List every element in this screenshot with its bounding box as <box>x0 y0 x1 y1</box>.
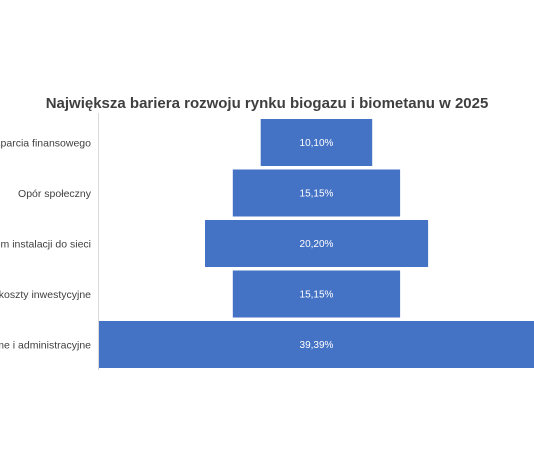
bars-group: 10,10% sparcia finansowego 15,15% Opór społ… <box>0 119 534 368</box>
bar <box>99 321 534 368</box>
category-label: me i administracyjne <box>0 340 91 352</box>
bar <box>205 220 429 267</box>
bar-value-label: 15,15% <box>300 189 334 200</box>
category-label: Opór społeczny <box>18 188 92 200</box>
bar-value-label: 20,20% <box>300 239 334 250</box>
bar-value-label: 39,39% <box>300 340 334 351</box>
category-label: sparcia finansowego <box>0 138 91 150</box>
bar-value-label: 10,10% <box>300 138 334 149</box>
chart-title: Największa bariera rozwoju rynku biogazu… <box>46 95 489 112</box>
bar <box>232 169 401 217</box>
category-label: koszty inwestycyjne <box>0 289 91 301</box>
bar-value-label: 15,15% <box>300 290 334 301</box>
category-label: em instalacji do sieci <box>0 239 91 251</box>
bar <box>232 270 401 318</box>
bar <box>260 119 373 166</box>
